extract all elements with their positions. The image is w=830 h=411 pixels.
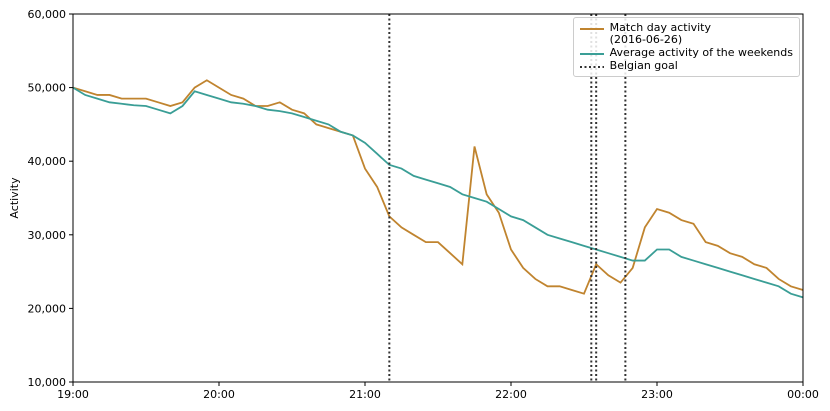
y-axis-label: Activity [8, 177, 21, 219]
x-tick-label: 00:00 [787, 388, 819, 401]
y-tick-label: 20,000 [28, 302, 67, 315]
legend-item: Belgian goal [579, 59, 793, 72]
legend-item: Match day activity (2016-06-26) [579, 21, 793, 46]
y-tick-label: 60,000 [28, 8, 67, 21]
legend-swatch [579, 66, 604, 68]
legend-label: Average activity of the weekends [609, 46, 793, 59]
plot-frame [72, 13, 804, 383]
x-tick-label: 19:00 [57, 388, 89, 401]
x-tick-label: 21:00 [349, 388, 381, 401]
x-tick-label: 23:00 [641, 388, 673, 401]
legend-item: Average activity of the weekends [579, 46, 793, 59]
legend-swatch [579, 53, 604, 55]
x-tick-label: 20:00 [203, 388, 235, 401]
y-tick-label: 50,000 [28, 82, 67, 95]
legend-label: Match day activity (2016-06-26) [609, 21, 712, 46]
legend-label: Belgian goal [609, 59, 678, 72]
y-tick-label: 30,000 [28, 229, 67, 242]
y-tick-label: 40,000 [28, 155, 67, 168]
legend: Match day activity (2016-06-26) Average a… [572, 17, 800, 77]
legend-swatch [579, 28, 604, 30]
series-line [72, 86, 804, 299]
series-line [72, 79, 804, 295]
x-tick-label: 22:00 [495, 388, 527, 401]
y-tick-label: 10,000 [28, 376, 67, 389]
